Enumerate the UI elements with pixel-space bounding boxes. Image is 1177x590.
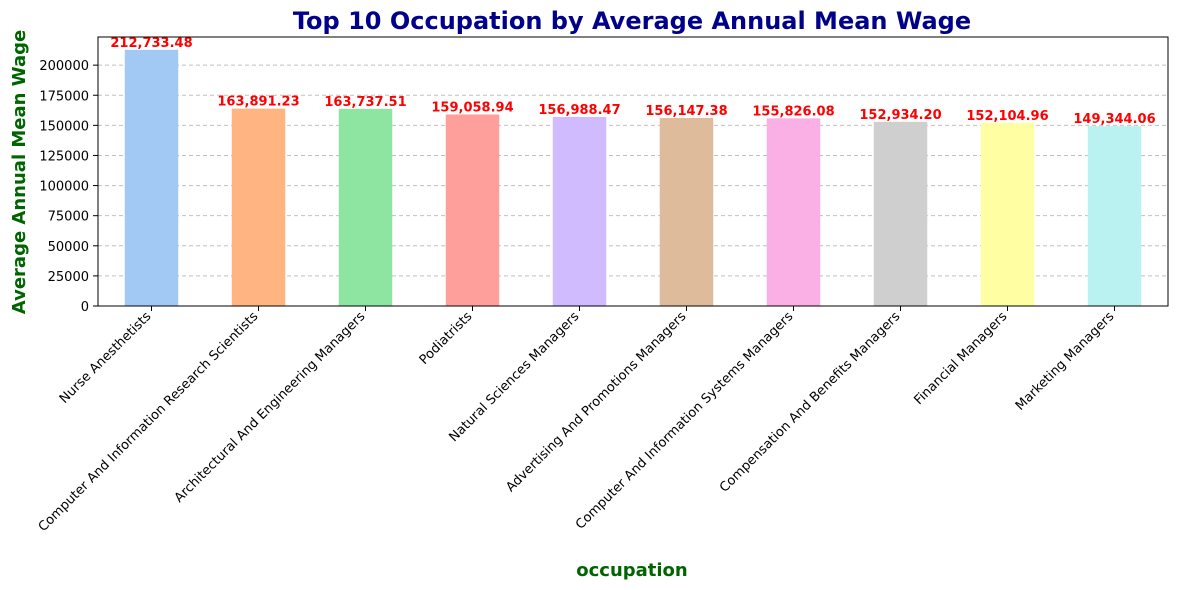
data-label: 156,147.38 bbox=[645, 104, 727, 119]
y-tick-label: 200000 bbox=[39, 59, 89, 74]
bar bbox=[659, 117, 714, 306]
y-tick-label: 150000 bbox=[39, 119, 89, 134]
x-tick-label: Compensation And Benefits Managers bbox=[717, 309, 904, 496]
y-tick-label: 75000 bbox=[48, 210, 89, 225]
data-label: 159,058.94 bbox=[431, 100, 513, 115]
data-label: 149,344.06 bbox=[1073, 112, 1155, 127]
data-label: 155,826.08 bbox=[752, 104, 834, 119]
bars bbox=[124, 49, 1142, 306]
bar bbox=[338, 108, 393, 306]
bar bbox=[445, 114, 500, 306]
x-tick-label: Computer And Information Research Scient… bbox=[36, 309, 262, 535]
x-tick-label: Architectural And Engineering Managers bbox=[172, 309, 369, 506]
data-label: 152,104.96 bbox=[966, 109, 1048, 124]
bar bbox=[766, 118, 821, 306]
y-tick-label: 175000 bbox=[39, 89, 89, 104]
x-tick-label: Marketing Managers bbox=[1013, 309, 1118, 414]
y-axis-label: Average Annual Mean Wage bbox=[9, 30, 30, 314]
chart-title: Top 10 Occupation by Average Annual Mean… bbox=[293, 7, 971, 35]
data-labels: 212,733.48 163,891.23 163,737.51 159,058.94… bbox=[110, 36, 1155, 127]
y-tick-label: 25000 bbox=[48, 270, 89, 285]
data-label: 152,934.20 bbox=[859, 108, 941, 123]
x-tick-label: Podiatrists bbox=[417, 309, 476, 368]
x-tick-label: Financial Managers bbox=[911, 309, 1010, 408]
x-tick-label: Computer And Information Systems Manager… bbox=[573, 309, 796, 532]
bar bbox=[1087, 126, 1142, 306]
data-label: 212,733.48 bbox=[110, 36, 192, 51]
data-label: 163,891.23 bbox=[217, 95, 299, 110]
y-tick-label: 0 bbox=[81, 300, 89, 315]
x-axis-label: occupation bbox=[576, 560, 688, 581]
bar bbox=[552, 116, 607, 306]
bar bbox=[231, 108, 286, 306]
bar bbox=[980, 122, 1035, 306]
y-axis-ticks: 0 25000 50000 75000 100000 125000 150000 175000… bbox=[39, 59, 98, 315]
y-tick-label: 100000 bbox=[39, 180, 89, 195]
x-tick-label: Nurse Anesthetists bbox=[57, 309, 155, 407]
bar bbox=[124, 49, 179, 306]
x-tick-label: Advertising And Promotions Managers bbox=[503, 309, 689, 495]
data-label: 156,988.47 bbox=[538, 103, 620, 118]
y-tick-label: 50000 bbox=[48, 240, 89, 255]
data-label: 163,737.51 bbox=[324, 95, 406, 110]
y-tick-label: 125000 bbox=[39, 149, 89, 164]
plot-frame bbox=[97, 36, 1169, 307]
bar bbox=[873, 121, 928, 306]
